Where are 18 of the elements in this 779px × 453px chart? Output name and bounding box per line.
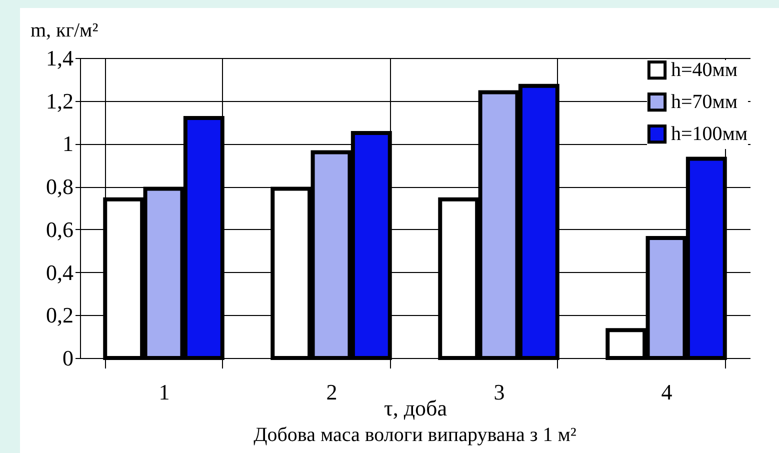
x-tick-label: 4	[661, 380, 672, 404]
y-tick-label: 0,4	[46, 260, 74, 285]
y-tick-label: 1	[62, 131, 74, 156]
x-tick-label: 2	[326, 380, 338, 404]
y-tick-label: 1,4	[46, 46, 74, 70]
y-tick-label: 1,2	[46, 88, 74, 114]
x-tick-label: 3	[494, 380, 505, 404]
legend-label: h=70мм	[671, 91, 738, 113]
x-tick-label: 1	[158, 380, 170, 404]
text: Добова маса вологи випарувана з 1 м²	[254, 424, 576, 446]
y-axis-title: m, кг/м²	[30, 20, 98, 42]
x-axis-title: τ, доба	[384, 396, 448, 420]
legend-label: h=100мм	[671, 123, 748, 145]
y-tick-label: 0,6	[46, 216, 74, 242]
legend-label: h=40мм	[671, 59, 738, 81]
y-tick-label: 0,8	[46, 174, 74, 200]
y-tick-label: 0	[62, 346, 74, 370]
y-tick-label: 0,2	[46, 302, 74, 328]
